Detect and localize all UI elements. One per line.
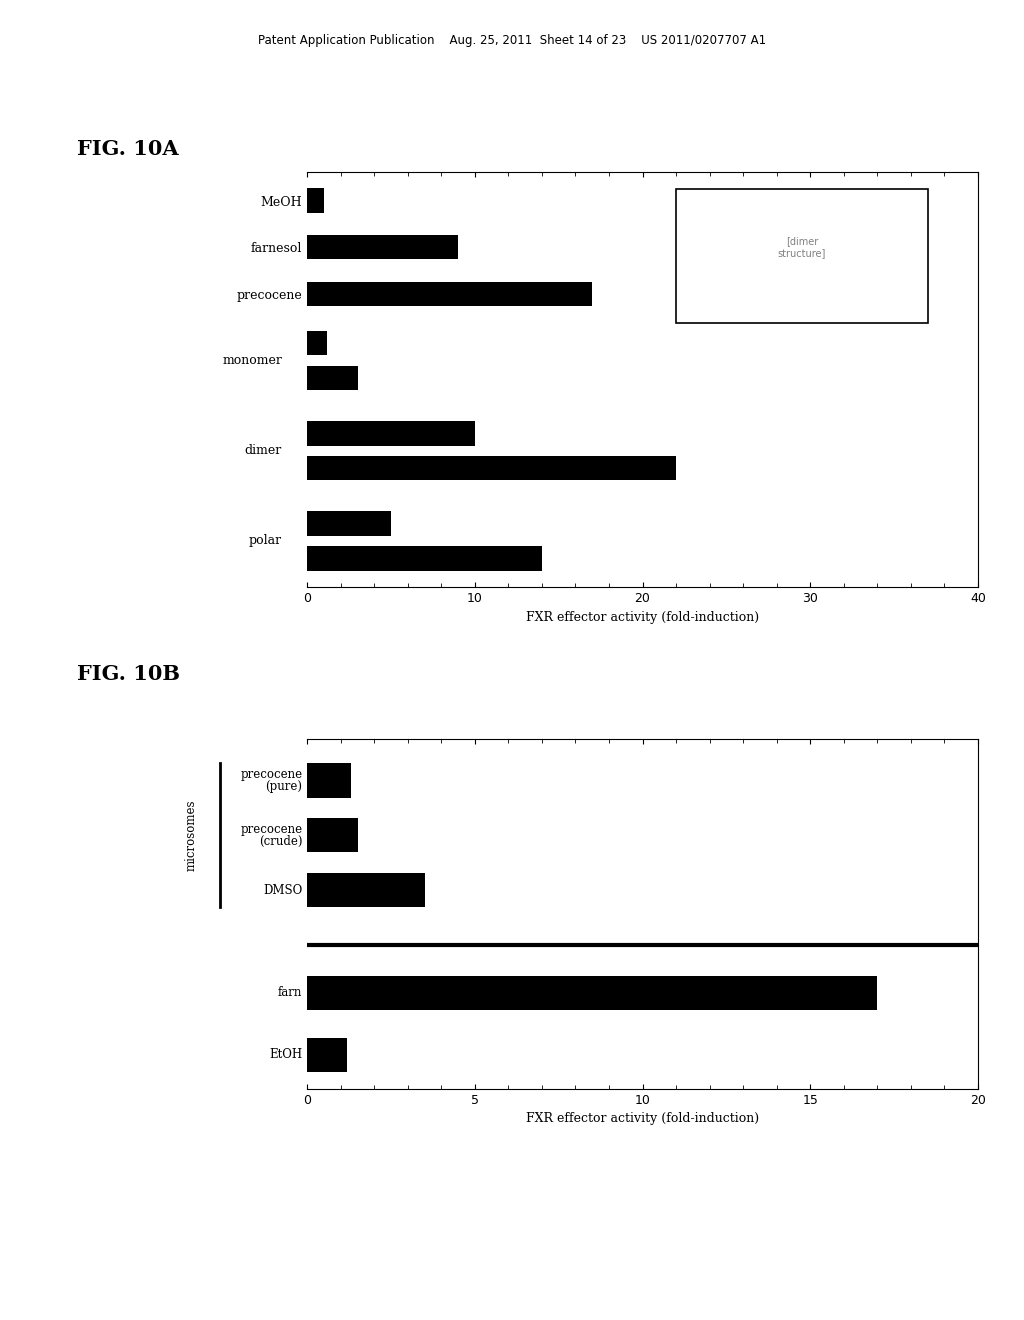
X-axis label: FXR effector activity (fold-induction): FXR effector activity (fold-induction) bbox=[526, 611, 759, 624]
Text: FIG. 10A: FIG. 10A bbox=[77, 139, 178, 158]
Bar bbox=[307, 763, 351, 797]
Text: FIG. 10B: FIG. 10B bbox=[77, 664, 180, 684]
Bar bbox=[307, 366, 357, 391]
Bar bbox=[307, 546, 542, 570]
Text: polar: polar bbox=[249, 535, 282, 548]
Text: Patent Application Publication    Aug. 25, 2011  Sheet 14 of 23    US 2011/02077: Patent Application Publication Aug. 25, … bbox=[258, 34, 766, 48]
Text: monomer: monomer bbox=[222, 354, 282, 367]
Bar bbox=[307, 281, 592, 306]
Bar bbox=[307, 1038, 347, 1072]
Bar bbox=[307, 818, 357, 853]
FancyBboxPatch shape bbox=[676, 189, 928, 323]
Bar bbox=[307, 975, 878, 1010]
Text: microsomes: microsomes bbox=[185, 800, 198, 871]
Bar bbox=[307, 189, 324, 213]
Bar bbox=[307, 235, 458, 260]
Bar bbox=[307, 511, 391, 536]
Text: dimer: dimer bbox=[245, 445, 282, 457]
Bar bbox=[307, 331, 328, 355]
Bar bbox=[307, 421, 475, 446]
Polygon shape bbox=[287, 511, 306, 570]
X-axis label: FXR effector activity (fold-induction): FXR effector activity (fold-induction) bbox=[526, 1113, 759, 1126]
Text: [dimer
structure]: [dimer structure] bbox=[777, 236, 826, 257]
Bar bbox=[307, 455, 676, 480]
Bar bbox=[307, 873, 425, 907]
Polygon shape bbox=[287, 331, 306, 391]
Polygon shape bbox=[287, 421, 306, 480]
